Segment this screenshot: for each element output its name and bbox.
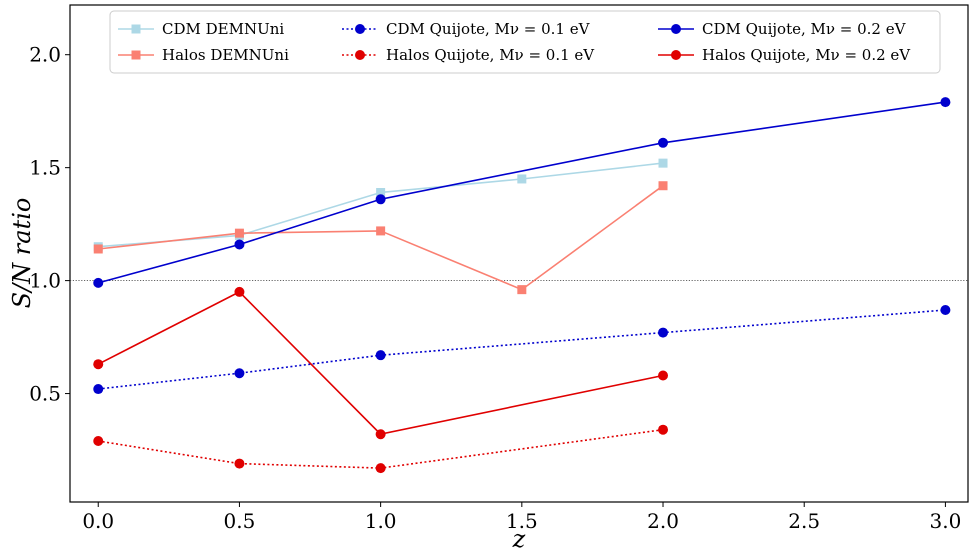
data-point [234,458,245,469]
legend-label: CDM Quijote, Mν = 0.2 eV [702,20,907,38]
data-point [93,359,104,370]
y-tick-label: 1.5 [29,156,61,180]
y-tick-label: 1.0 [29,269,61,293]
legend-label: CDM DEMNUni [162,20,284,38]
legend-entry: Halos Quijote, Mν = 0.1 eV [342,46,595,64]
data-point [234,239,245,250]
data-point [234,368,245,379]
x-tick-label: 1.5 [506,509,538,533]
y-axis-ticks: 0.5 1.0 1.5 2.0 [29,43,70,406]
series-halos-quijote-m-0-1-ev [93,424,669,474]
data-point [376,188,386,198]
series-line [97,290,664,436]
legend-entry: CDM DEMNUni [118,20,284,38]
legend-swatch-marker [131,24,141,34]
legend-label: Halos DEMNUni [162,46,289,64]
series-line [98,309,946,390]
series-cdm-demnuni [93,158,668,252]
legend-label: CDM Quijote, Mν = 0.1 eV [386,20,591,38]
data-point [940,304,951,315]
legend-label: Halos Quijote, Mν = 0.2 eV [702,46,911,64]
x-tick-label: 2.5 [788,509,820,533]
x-tick-label: 0.5 [224,509,256,533]
data-point [658,370,669,381]
legend-entry: Halos DEMNUni [118,46,289,64]
legend-box [109,10,941,74]
data-point [93,436,104,447]
x-tick-label: 3.0 [930,509,962,533]
series-cdm-quijote-m-0-2-ev [93,97,951,288]
legend-swatch-marker [355,50,365,60]
data-point [375,463,386,474]
data-point [376,226,386,236]
data-point [93,244,103,254]
x-tick-label: 1.0 [365,509,397,533]
y-tick-label: 0.5 [29,382,61,406]
plot-frame [69,4,969,503]
legend-label: Halos Quijote, Mν = 0.1 eV [386,46,595,64]
x-tick-label: 0.0 [82,509,114,533]
legend-entry: CDM Quijote, Mν = 0.2 eV [658,20,907,38]
legend-swatch-marker [355,24,365,34]
legend-swatch-marker [131,50,141,60]
legend-swatch-marker [671,24,681,34]
data-point [658,137,669,148]
series-halos-quijote-m-0-2-ev [93,286,669,440]
data-point [658,181,668,191]
y-tick-label: 2.0 [29,43,61,67]
x-axis-ticks: 0.0 0.5 1.0 1.5 2.0 2.5 3.0 [82,502,961,533]
x-axis-label: z [512,525,526,551]
data-point [517,174,527,184]
data-point [517,285,527,295]
data-point [234,286,245,297]
series-layer [93,97,951,474]
data-point [93,384,104,395]
legend-entry: Halos Quijote, Mν = 0.2 eV [658,46,911,64]
x-tick-label: 2.0 [647,509,679,533]
data-point [375,429,386,440]
y-axis-label: S/N ratio [8,198,36,309]
data-point [234,228,244,238]
data-point [658,327,669,338]
data-point [658,158,668,168]
data-point [940,97,951,108]
series-cdm-quijote-m-0-1-ev [93,304,951,395]
legend-swatch-marker [671,50,681,60]
legend-entry: CDM Quijote, Mν = 0.1 eV [342,20,591,38]
series-halos-demnuni [93,181,668,295]
data-point [658,424,669,435]
data-point [375,194,386,205]
data-point [375,350,386,361]
series-line [97,101,946,284]
data-point [93,277,104,288]
legend: CDM DEMNUni Halos DEMNUni CDM Quijote, Mν … [109,10,941,74]
